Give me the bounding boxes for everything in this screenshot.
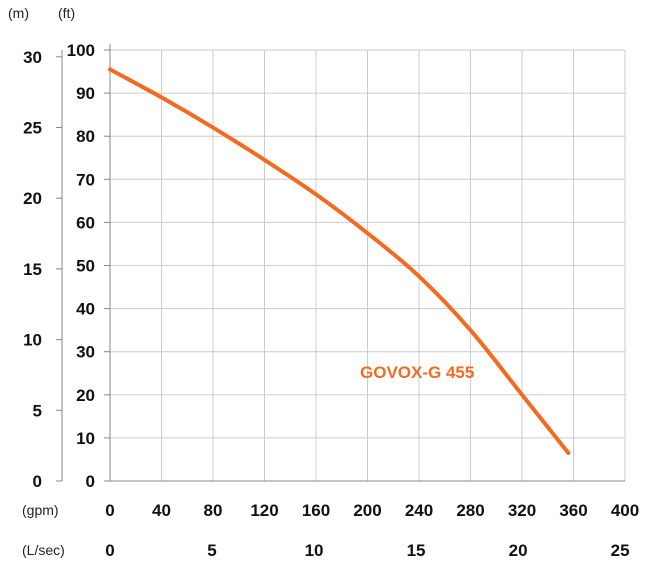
tick-label-lsec: 5 (207, 541, 216, 560)
axes (56, 44, 625, 482)
tick-label-ft: 0 (86, 472, 95, 491)
series-label: GOVOX-G 455 (360, 363, 474, 382)
tick-label-m: 5 (33, 401, 42, 420)
tick-label-ft: 90 (76, 84, 95, 103)
tick-label-gpm: 120 (250, 501, 278, 520)
tick-label-m: 10 (23, 331, 42, 350)
unit-label-lsec: (L/sec) (22, 542, 65, 558)
tick-label-ft: 10 (76, 429, 95, 448)
tick-label-gpm: 360 (559, 501, 587, 520)
tick-label-m: 25 (23, 118, 42, 137)
series-group (108, 67, 571, 455)
tick-label-m: 20 (23, 189, 42, 208)
tick-label-ft: 30 (76, 343, 95, 362)
unit-label-gpm: (gpm) (22, 502, 59, 518)
tick-label-gpm: 160 (302, 501, 330, 520)
tick-label-ft: 80 (76, 127, 95, 146)
tick-label-m: 0 (33, 472, 42, 491)
series-line-0 (108, 67, 571, 455)
tick-label-gpm: 80 (204, 501, 223, 520)
unit-label-ft: (ft) (58, 5, 75, 21)
tick-label-ft: 100 (67, 41, 95, 60)
tick-label-lsec: 15 (407, 541, 426, 560)
tick-label-ft: 50 (76, 257, 95, 276)
tick-label-gpm: 320 (508, 501, 536, 520)
tick-label-gpm: 0 (105, 501, 114, 520)
tick-label-gpm: 400 (611, 501, 639, 520)
tick-label-lsec: 10 (305, 541, 324, 560)
tick-label-gpm: 280 (456, 501, 484, 520)
tick-label-ft: 40 (76, 300, 95, 319)
tick-label-ft: 60 (76, 213, 95, 232)
tick-label-lsec: 0 (105, 541, 114, 560)
tick-label-gpm: 40 (152, 501, 171, 520)
unit-label-m: (m) (8, 5, 29, 21)
tick-label-ft: 20 (76, 386, 95, 405)
tick-label-m: 30 (23, 48, 42, 67)
tick-label-gpm: 200 (353, 501, 381, 520)
grid-lines (109, 49, 626, 482)
tick-label-lsec: 25 (611, 541, 630, 560)
tick-label-lsec: 20 (509, 541, 528, 560)
tick-label-m: 15 (23, 260, 42, 279)
tick-label-ft: 70 (76, 170, 95, 189)
tick-label-gpm: 240 (405, 501, 433, 520)
